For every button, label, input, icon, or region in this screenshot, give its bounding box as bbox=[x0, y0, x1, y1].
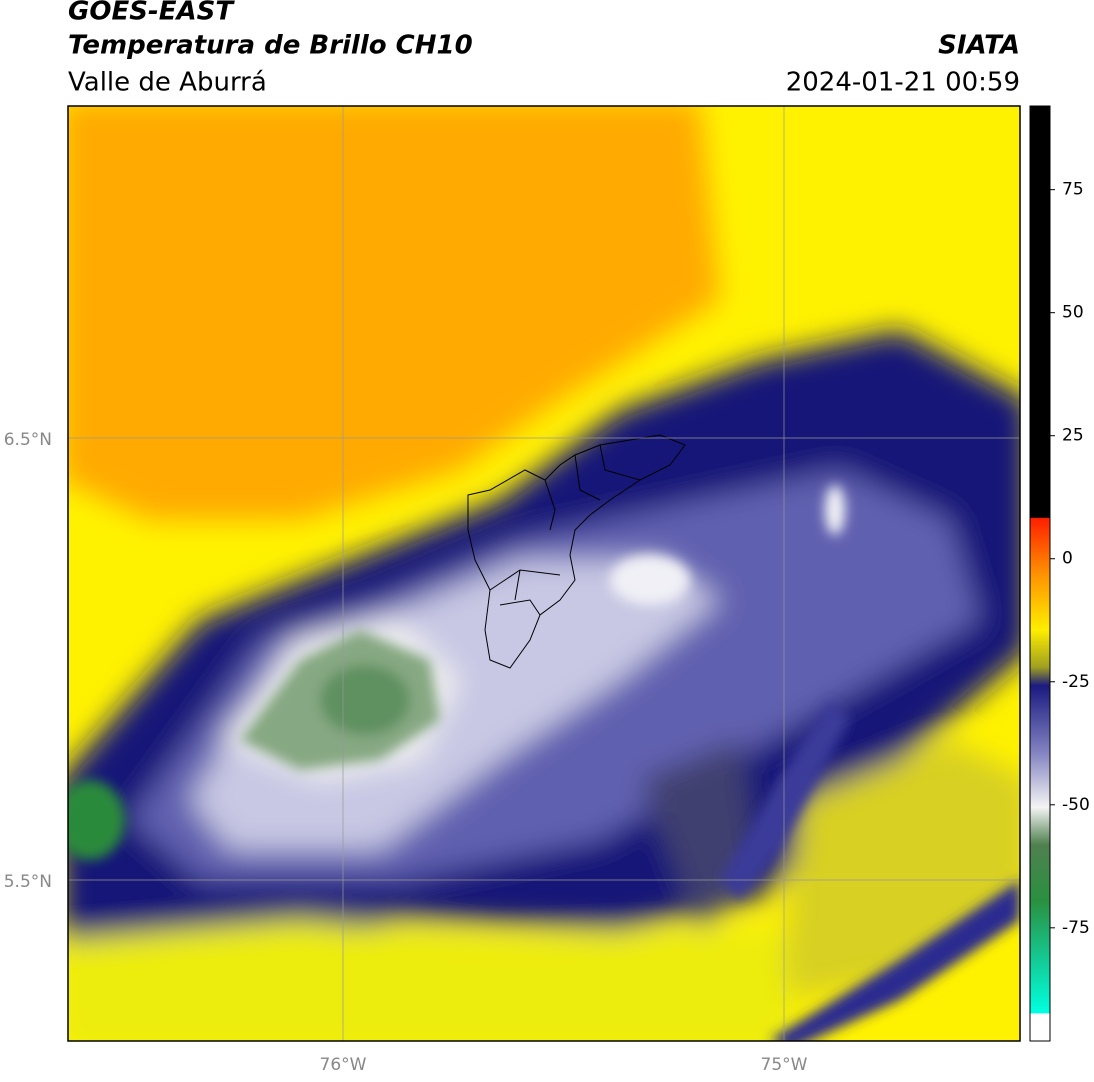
region: Valle de Aburrá bbox=[68, 68, 267, 98]
colorbar-tick-label: -50 bbox=[1062, 795, 1090, 815]
colorbar-tick-label: 50 bbox=[1062, 303, 1084, 323]
agency: SIATA bbox=[938, 31, 1020, 61]
colorbar-tick-label: 75 bbox=[1062, 180, 1084, 200]
lon-label: 76°W bbox=[320, 1055, 367, 1075]
graticule bbox=[68, 106, 1020, 1041]
colorbar-tick-label: 0 bbox=[1062, 549, 1073, 569]
colorbar bbox=[1029, 105, 1051, 1042]
satellite-image bbox=[68, 106, 1020, 1041]
satellite: GOES-EAST bbox=[68, 0, 235, 27]
lon-label: 75°W bbox=[761, 1055, 808, 1075]
lat-label: 6.5°N bbox=[4, 430, 52, 450]
product: Temperatura de Brillo CH10 bbox=[68, 31, 473, 61]
lat-label: 5.5°N bbox=[4, 872, 52, 892]
colorbar-tick-label: -75 bbox=[1062, 918, 1090, 938]
colorbar-tick-label: 25 bbox=[1062, 426, 1084, 446]
colorbar-tick-label: -25 bbox=[1062, 672, 1090, 692]
map-frame bbox=[67, 105, 1021, 1042]
datetime: 2024-01-21 00:59 bbox=[786, 68, 1020, 98]
municipal-boundaries bbox=[467, 434, 686, 669]
